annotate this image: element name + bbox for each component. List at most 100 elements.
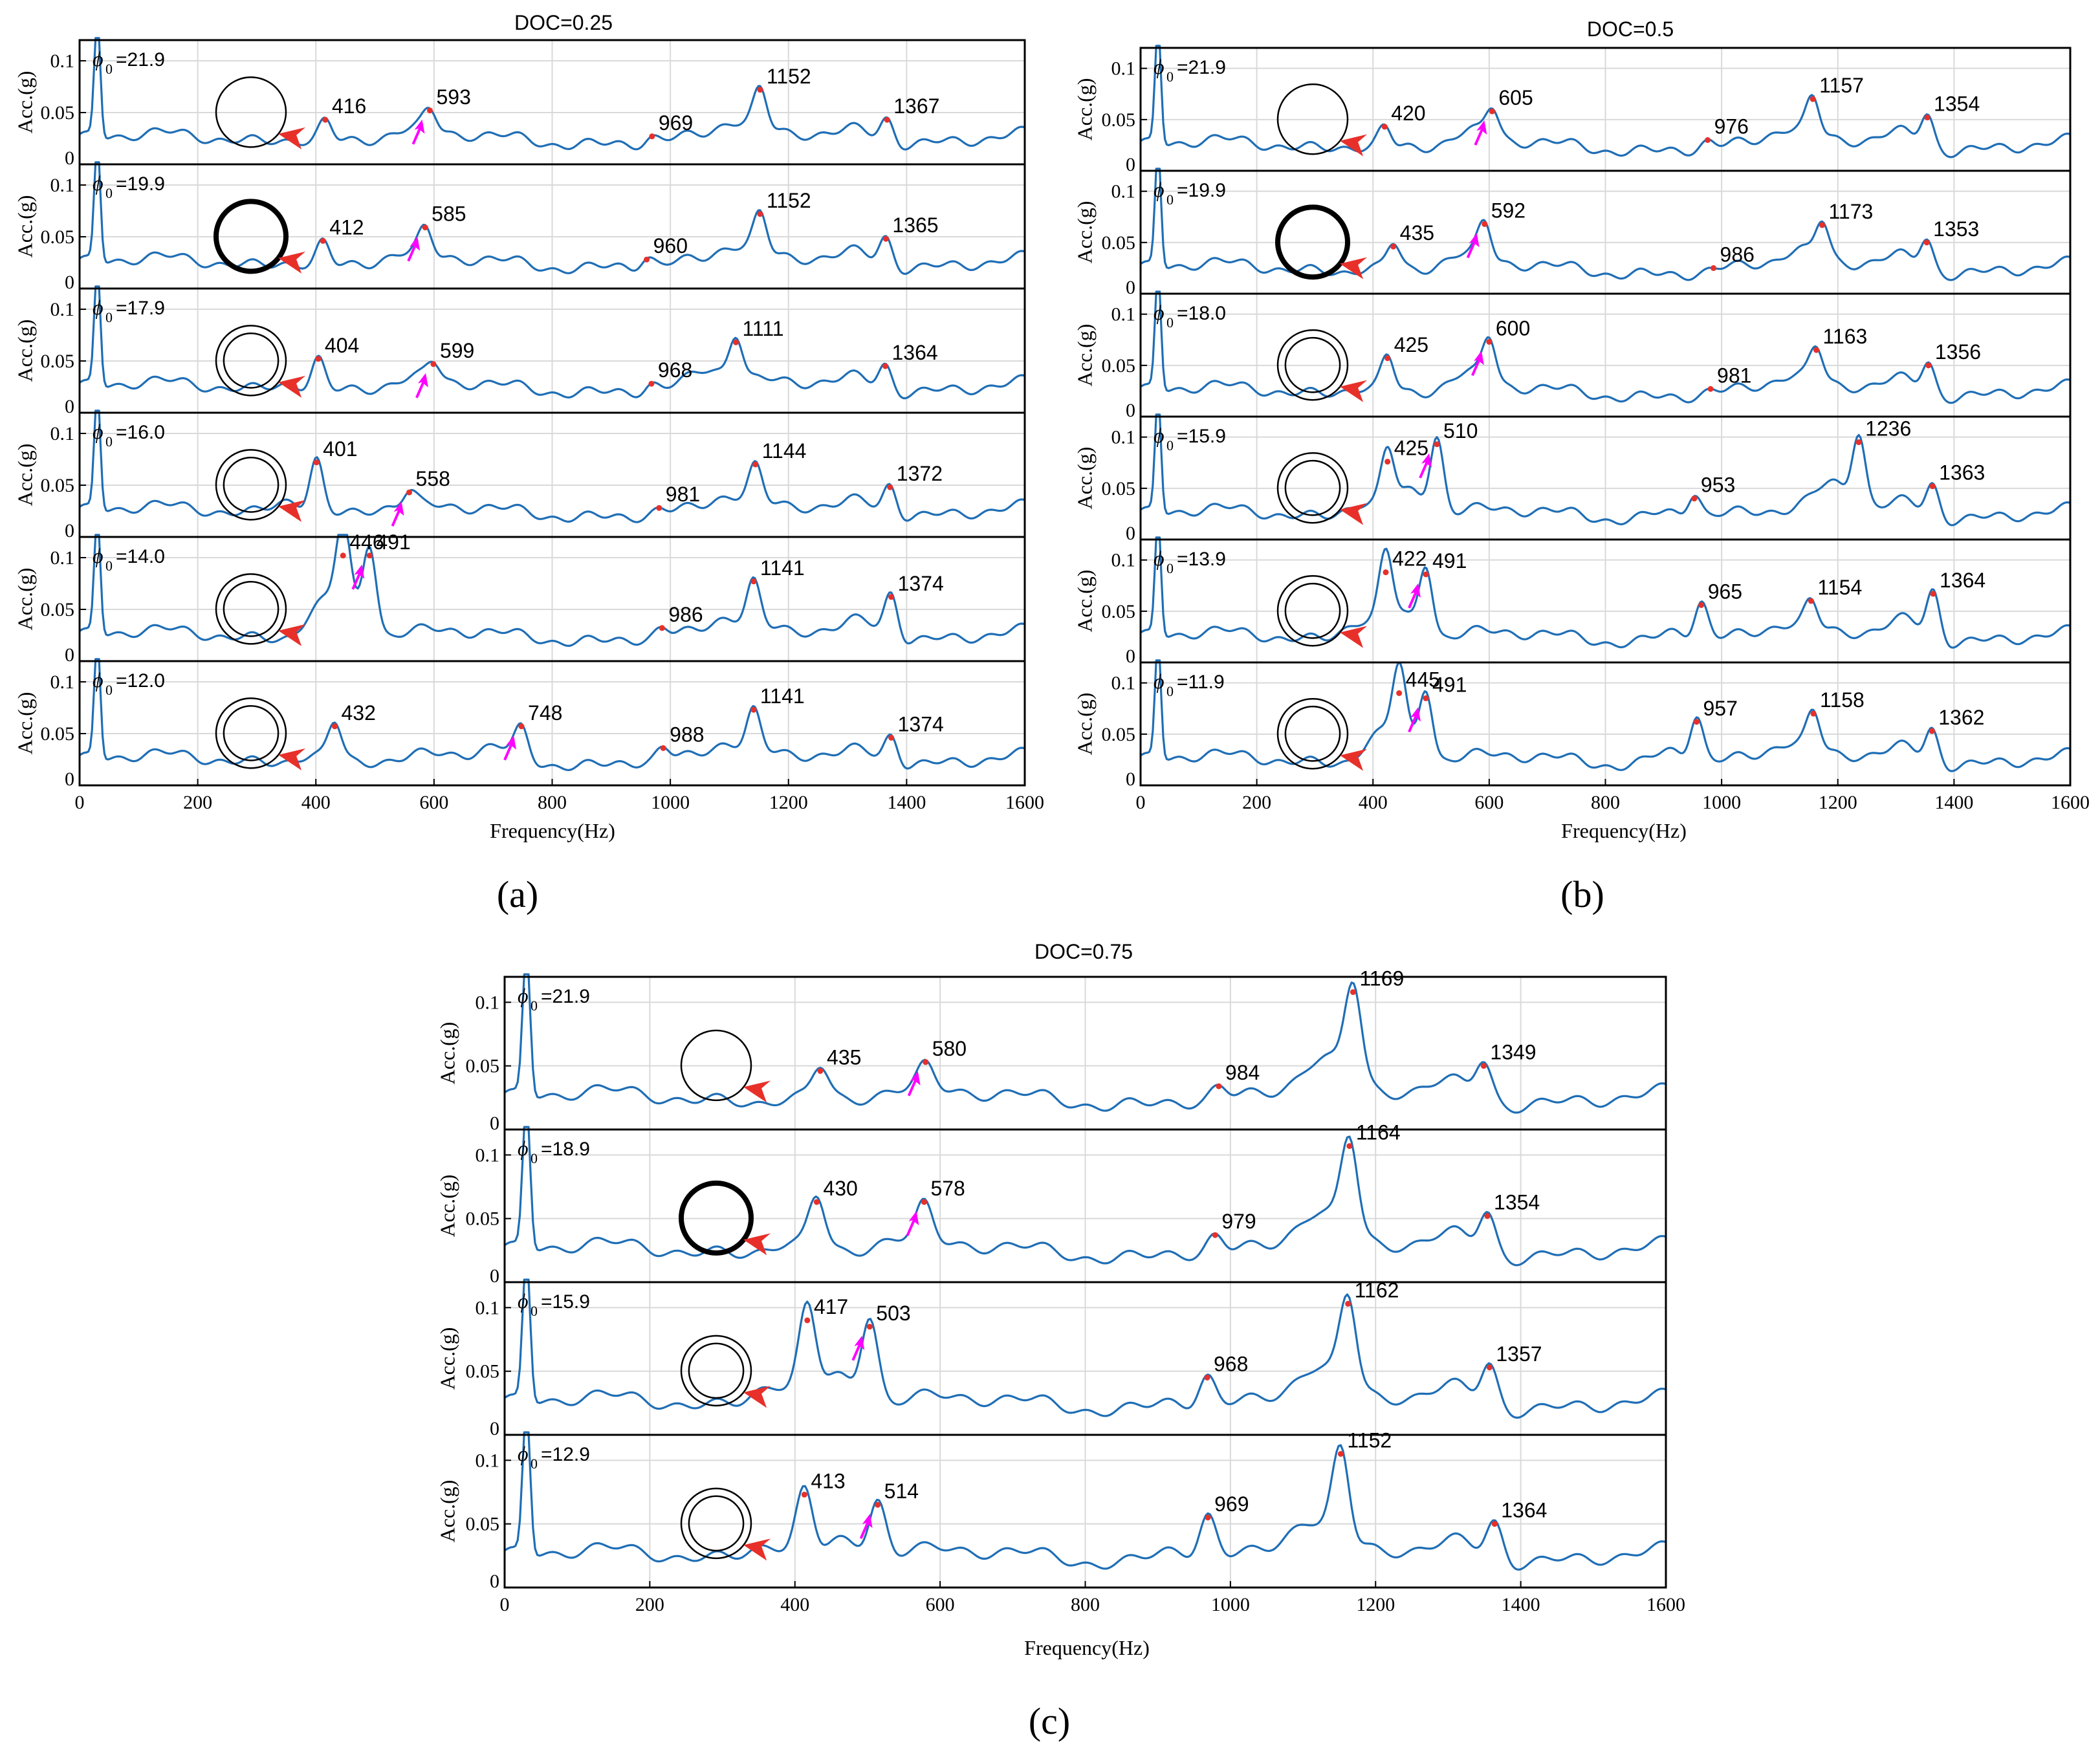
y-tick-label: 0.1: [476, 1144, 500, 1166]
phi-symbol: ϕ: [93, 296, 104, 319]
mode-arrow-icon: [1419, 453, 1432, 479]
x-tick-label: 1400: [1502, 1594, 1540, 1615]
y-tick-label: 0.1: [476, 1450, 500, 1471]
red-arrowhead-icon: [278, 251, 306, 274]
y-tick-label: 0.1: [476, 1297, 500, 1318]
y-tick-label: 0.1: [50, 299, 75, 320]
peak-label: 981: [1717, 364, 1751, 387]
peak-marker: [1486, 1364, 1493, 1371]
y-tick-label: 0: [65, 272, 74, 293]
peak-label: 417: [814, 1295, 848, 1318]
peak-label: 981: [666, 483, 700, 506]
peak-label: 1169: [1359, 967, 1404, 990]
chart-title: DOC=0.25: [514, 11, 613, 34]
phi-symbol: ϕ: [93, 171, 104, 195]
ring-icon: [1284, 582, 1341, 639]
phi-value: =21.9: [116, 49, 165, 71]
mode-arrow-head: [393, 501, 404, 516]
phi-value: =13.9: [1177, 549, 1226, 570]
peak-label: 979: [1221, 1210, 1256, 1233]
peak-marker: [518, 723, 525, 730]
red-arrowhead-icon: [743, 1538, 771, 1561]
mode-arrow-head: [910, 1071, 921, 1086]
peak-marker: [656, 505, 662, 511]
ring-icon: [680, 1487, 752, 1560]
peak-label: 514: [884, 1479, 919, 1503]
peak-label: 1154: [1817, 576, 1862, 599]
peak-label: 1144: [762, 439, 807, 463]
peak-marker: [813, 1199, 820, 1205]
peak-label: 599: [440, 339, 474, 362]
peak-marker: [817, 1068, 824, 1075]
ring-icon: [679, 1180, 754, 1256]
peak-marker: [340, 552, 346, 559]
peak-label: 491: [376, 530, 410, 554]
spectrum-line: [79, 658, 1025, 772]
phi-subscript: 0: [1166, 560, 1174, 576]
mode-arrow-icon: [906, 1211, 919, 1236]
mode-arrow-icon: [1466, 233, 1480, 259]
x-tick-label: 1200: [1356, 1594, 1395, 1615]
mode-arrow-icon: [859, 1514, 873, 1539]
peak-label: 957: [1703, 697, 1738, 720]
peak-marker: [1929, 483, 1936, 490]
peak-marker: [1482, 221, 1488, 227]
peak-marker: [1204, 1375, 1210, 1380]
peak-label: 965: [1708, 580, 1742, 603]
y-axis-label: Acc.(g): [13, 692, 36, 755]
peak-marker: [322, 116, 329, 123]
peak-marker: [422, 224, 428, 231]
peak-label: 580: [932, 1037, 967, 1060]
peak-label: 969: [659, 111, 693, 135]
peak-label: 1356: [1935, 340, 1981, 364]
phi-value: =12.0: [116, 670, 165, 692]
y-axis-label: Acc.(g): [1073, 324, 1096, 387]
y-tick-label: 0.1: [1111, 673, 1136, 694]
peak-marker: [1337, 1451, 1344, 1457]
phi-value: =19.9: [116, 173, 165, 195]
chart-title: DOC=0.5: [1587, 17, 1674, 41]
x-tick-label: 1000: [1211, 1594, 1250, 1615]
x-tick-label: 400: [780, 1594, 809, 1615]
peak-marker: [1924, 115, 1930, 121]
y-tick-label: 0: [1126, 154, 1135, 175]
mode-arrow-head: [506, 735, 517, 750]
ring-icon: [223, 580, 279, 637]
peak-marker: [644, 256, 650, 263]
phi-subscript: 0: [1166, 437, 1174, 453]
peak-marker: [1491, 1521, 1498, 1527]
peak-label: 1374: [898, 572, 944, 595]
y-tick-label: 0: [490, 1418, 499, 1439]
phi-value: =11.9: [1177, 671, 1225, 693]
peak-marker: [1486, 338, 1493, 345]
y-tick-label: 0.05: [466, 1514, 500, 1535]
y-tick-label: 0.1: [50, 423, 75, 444]
ring-icon: [213, 199, 289, 274]
y-tick-label: 0.05: [466, 1056, 500, 1077]
peak-marker: [1350, 989, 1356, 996]
peak-marker: [1930, 591, 1936, 597]
peak-label: 1354: [1494, 1191, 1540, 1214]
peak-marker: [1694, 719, 1700, 725]
spectrum-line: [504, 1278, 1666, 1419]
peak-label: 984: [1225, 1061, 1260, 1084]
phi-value: =12.9: [541, 1444, 590, 1465]
mode-arrow-head: [1410, 707, 1421, 722]
peak-label: 1364: [1940, 569, 1985, 592]
peak-marker: [875, 1501, 881, 1508]
peak-label: 425: [1394, 437, 1428, 460]
y-tick-label: 0.05: [41, 475, 75, 496]
phi-subscript: 0: [530, 998, 538, 1014]
y-tick-label: 0.05: [466, 1208, 500, 1230]
phi-subscript: 0: [105, 433, 113, 450]
y-axis-label: Acc.(g): [1073, 447, 1096, 510]
peak-label: 435: [1400, 221, 1434, 245]
ring-icon: [215, 697, 287, 769]
y-tick-label: 0.1: [1111, 58, 1136, 80]
